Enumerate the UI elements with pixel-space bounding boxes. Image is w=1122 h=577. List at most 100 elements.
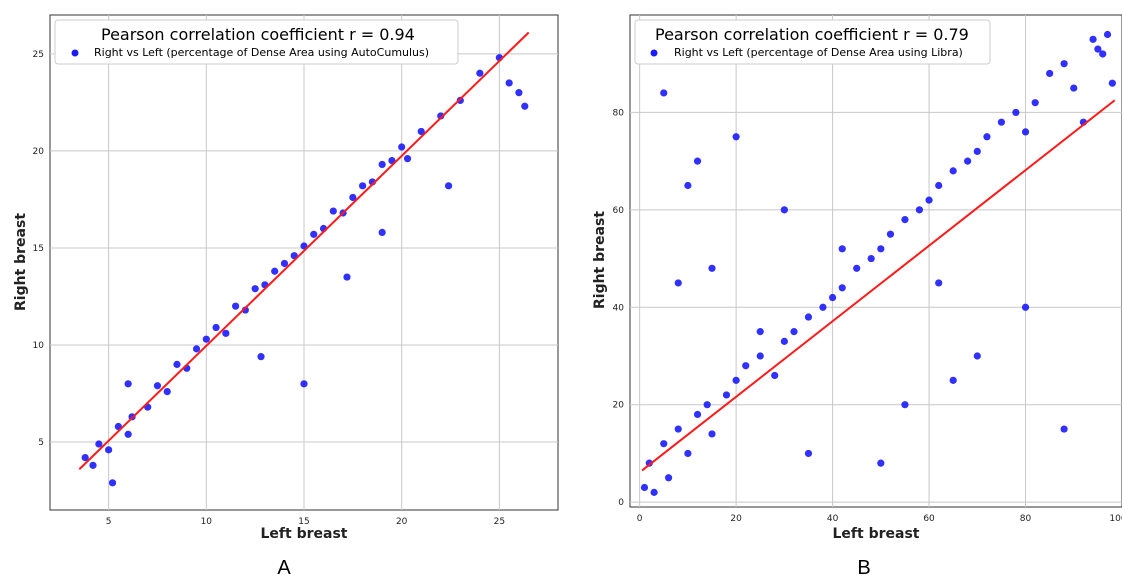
y-axis-label-a: Right breast [13,213,29,311]
data-point [983,133,991,141]
x-tick-label: 10 [201,517,213,527]
data-point [664,474,673,482]
data-point [925,196,933,204]
fit-line-a [78,31,530,470]
data-point [915,206,924,214]
data-point [505,79,513,87]
data-point [153,382,162,390]
chart-panel-a: 5 10 15 20 25 5 10 15 20 25 Pearson correlation c… [13,14,559,577]
data-point [804,449,813,458]
data-point [403,155,412,163]
data-point [1012,108,1020,117]
x-axis-label-b: Left breast [833,526,920,542]
data-point [437,112,445,120]
data-point [108,479,117,487]
x-tick-label: 80 [1020,514,1032,524]
data-point [853,264,861,272]
data-point [732,133,740,141]
plot-area-b [629,14,1122,508]
legend-title-a: Pearson correlation coefficient r = 0.94 [101,25,415,44]
regression-line [78,31,530,470]
legend-title-b: Pearson correlation coefficient r = 0.79 [655,25,969,44]
data-point [660,440,668,448]
data-point [1099,50,1107,58]
data-point [349,193,357,202]
data-point [742,362,750,370]
data-point [310,230,318,238]
data-point [1021,128,1030,136]
data-point [684,449,692,458]
data-point [684,181,692,190]
data-point [222,329,230,337]
x-tick-label: 0 [637,514,643,524]
data-point [257,353,265,361]
data-point [867,254,875,263]
x-tick-label: 60 [923,514,935,524]
data-point [640,483,649,492]
data-point [780,337,788,345]
data-point [359,182,367,190]
data-point [378,228,386,237]
data-point [693,410,702,419]
data-point [949,167,957,175]
data-point [771,371,779,380]
data-point [515,89,523,97]
fit-line-b [641,99,1116,472]
data-point [877,245,885,253]
data-point [271,267,279,275]
x-tick-label: 40 [827,514,839,524]
data-point [521,102,529,110]
y-tick-label: 10 [33,341,45,351]
y-tick-label: 15 [33,244,44,254]
data-point [1046,69,1054,78]
data-point [819,303,827,311]
data-point [89,461,97,469]
legend-box-b [634,19,991,65]
data-point [838,284,846,292]
data-point [756,328,764,336]
data-point [674,425,682,433]
y-tick-label: 20 [613,401,625,411]
data-point [949,376,957,384]
data-point [1060,425,1068,433]
data-point [444,182,453,190]
data-point [935,279,943,287]
legend-marker-b [650,49,658,57]
data-point [163,387,171,396]
data-point [398,143,406,151]
data-point [1089,35,1097,43]
data-point [251,285,259,293]
panel-letter-a: A [277,557,291,577]
data-point [329,207,337,215]
data-point [877,459,885,467]
data-point [173,360,181,369]
data-point [105,446,113,454]
data-point [886,230,895,238]
data-point [81,453,89,462]
data-point [212,323,220,332]
data-point [343,273,351,281]
x-tick-label: 25 [494,517,505,527]
data-point [456,96,464,105]
data-point [192,345,201,353]
data-point [973,352,981,360]
data-point [476,69,484,77]
data-point [1021,303,1030,311]
y-tick-label: 80 [613,108,625,118]
ticks-a: 5 10 15 20 25 5 10 15 20 25 [33,50,506,527]
y-tick-label: 25 [33,50,44,60]
data-point [722,391,731,399]
data-point [300,380,308,388]
data-point [650,488,658,496]
x-tick-label: 5 [106,517,112,527]
data-point [232,302,240,310]
data-point [756,352,764,360]
data-point [790,328,798,336]
y-tick-label: 20 [33,147,45,157]
legend-b: Pearson correlation coefficient r = 0.79… [634,19,991,65]
data-point [95,440,103,448]
data-point [124,430,132,438]
data-point [997,118,1006,126]
data-point [708,430,716,438]
data-point [1108,79,1116,87]
